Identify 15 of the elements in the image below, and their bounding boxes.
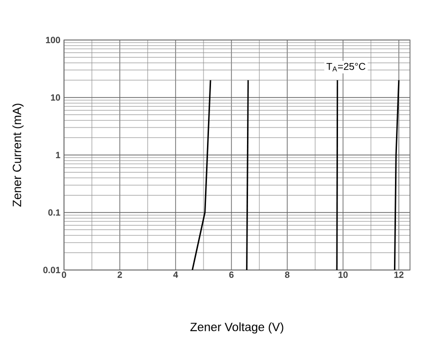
x-tick-label: 6 [229,272,234,278]
y-tick-label: 1 [56,152,60,158]
y-tick-label: 0.01 [43,266,60,274]
y-tick-label: 0.1 [48,209,60,216]
x-tick-label: 10 [338,272,348,278]
x-tick-label: 8 [285,272,290,278]
x-tick-label: 4 [173,272,178,278]
x-tick-label: 12 [394,272,404,278]
x-tick-label: 0 [62,272,66,278]
x-tick-label: 2 [118,272,122,278]
annotation: T$_{A}$=25°C [326,62,366,72]
y-tick-label: 100 [46,36,60,44]
y-axis-title: Zener Current (mA) [12,104,24,207]
y-tick-label: 10 [51,94,60,101]
x-axis-title: Zener Voltage (V) [190,322,284,334]
